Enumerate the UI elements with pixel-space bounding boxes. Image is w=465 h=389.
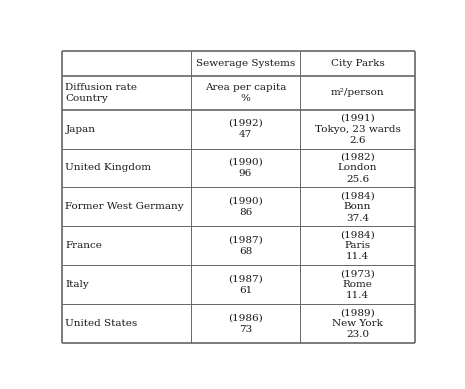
Text: (1989)
New York
23.0: (1989) New York 23.0 [332, 308, 383, 339]
Text: Area per capita
%: Area per capita % [205, 83, 286, 103]
Text: (1973)
Rome
11.4: (1973) Rome 11.4 [340, 269, 375, 300]
Text: Italy: Italy [65, 280, 89, 289]
Text: (1990)
86: (1990) 86 [228, 197, 263, 217]
Text: (1982)
London
25.6: (1982) London 25.6 [338, 152, 377, 184]
Text: Former West Germany: Former West Germany [65, 202, 184, 212]
Text: Japan: Japan [65, 124, 95, 133]
Text: (1990)
96: (1990) 96 [228, 158, 263, 178]
Text: m²/person: m²/person [331, 88, 384, 97]
Text: (1987)
68: (1987) 68 [228, 236, 263, 256]
Text: City Parks: City Parks [331, 59, 385, 68]
Text: United States: United States [65, 319, 138, 328]
Text: Diffusion rate
Country: Diffusion rate Country [65, 83, 137, 103]
Text: (1984)
Bonn
37.4: (1984) Bonn 37.4 [340, 191, 375, 223]
Text: (1992)
47: (1992) 47 [228, 119, 263, 139]
Text: United Kingdom: United Kingdom [65, 163, 151, 172]
Text: (1984)
Paris
11.4: (1984) Paris 11.4 [340, 230, 375, 261]
Text: Sewerage Systems: Sewerage Systems [196, 59, 295, 68]
Text: (1991)
Tokyo, 23 wards
2.6: (1991) Tokyo, 23 wards 2.6 [314, 114, 400, 145]
Text: France: France [65, 241, 102, 251]
Text: (1986)
73: (1986) 73 [228, 314, 263, 334]
Text: (1987)
61: (1987) 61 [228, 275, 263, 295]
